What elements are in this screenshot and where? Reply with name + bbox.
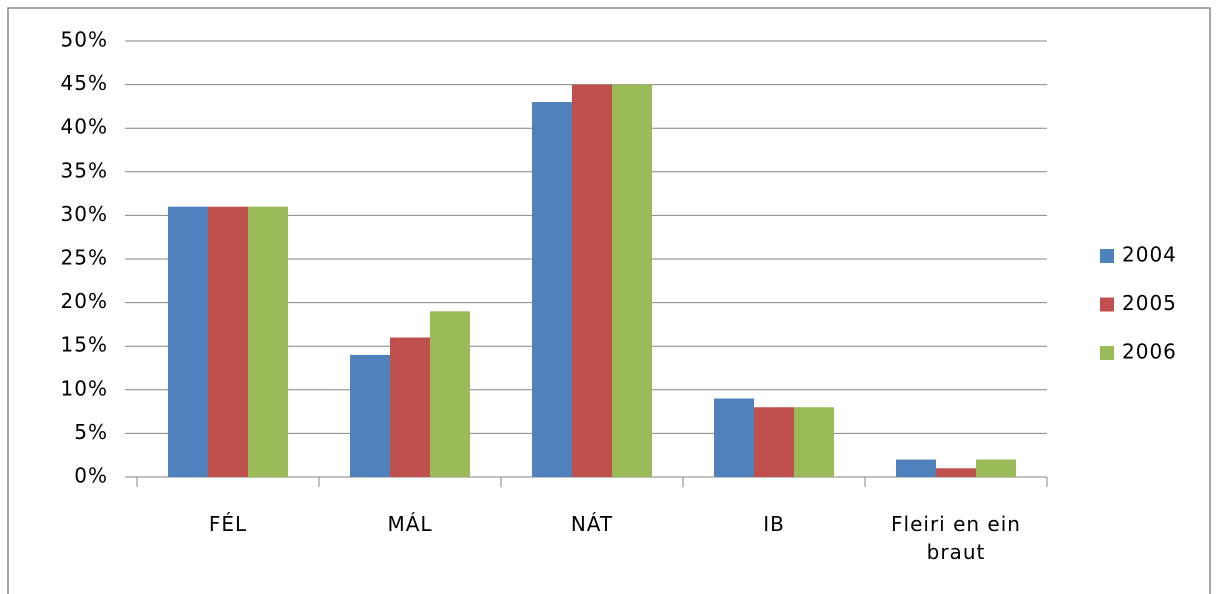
bar xyxy=(754,407,794,477)
bar xyxy=(714,398,754,477)
legend-swatch xyxy=(1100,297,1114,312)
legend-label: 2004 xyxy=(1122,243,1177,267)
bar xyxy=(248,206,288,477)
y-tick-label: 35% xyxy=(61,158,108,182)
bar xyxy=(532,102,572,477)
bar xyxy=(390,337,430,477)
bar xyxy=(168,206,208,477)
bar xyxy=(794,407,834,477)
bar xyxy=(896,459,936,477)
y-tick-label: 50% xyxy=(61,28,108,52)
y-tick-label: 30% xyxy=(61,202,108,226)
bar xyxy=(936,468,976,477)
y-tick-label: 15% xyxy=(61,333,108,357)
bar xyxy=(572,84,612,477)
y-tick-label: 0% xyxy=(74,464,108,488)
y-tick-label: 25% xyxy=(61,246,108,270)
x-tick-label: MÁL xyxy=(387,512,433,536)
x-tick-label: NÁT xyxy=(570,512,614,536)
y-tick-label: 40% xyxy=(61,115,108,139)
bar xyxy=(976,459,1016,477)
y-tick-label: 20% xyxy=(61,289,108,313)
bar xyxy=(612,84,652,477)
chart-frame xyxy=(7,7,1211,594)
y-tick-label: 45% xyxy=(61,71,108,95)
x-tick-label: FÉL xyxy=(208,512,248,536)
y-tick-label: 5% xyxy=(74,420,108,444)
legend-label: 2005 xyxy=(1122,291,1177,315)
y-tick-label: 10% xyxy=(61,376,108,400)
legend-label: 2006 xyxy=(1122,340,1177,364)
x-tick-label: IB xyxy=(763,512,785,536)
legend-swatch xyxy=(1100,346,1114,360)
bar xyxy=(350,354,390,477)
x-tick-label: Fleiri en ein braut xyxy=(891,512,1021,564)
legend-swatch xyxy=(1100,249,1114,263)
bar xyxy=(208,206,248,477)
bar xyxy=(430,311,470,477)
